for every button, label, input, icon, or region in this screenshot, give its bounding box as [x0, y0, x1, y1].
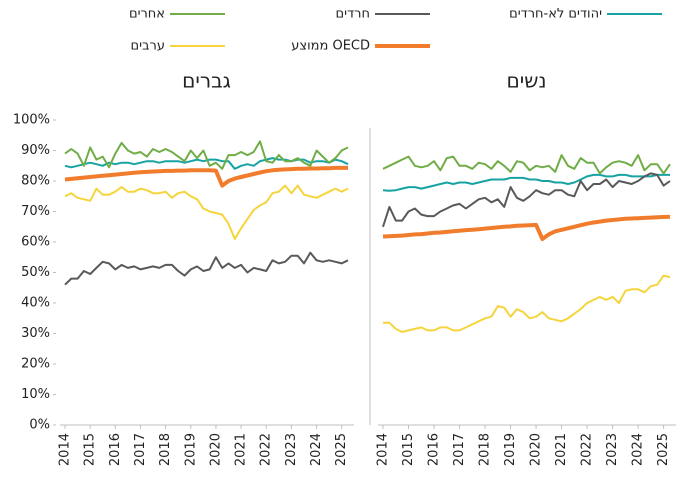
x-tick-label: 2025: [656, 433, 671, 466]
x-tick-label: 2016: [108, 433, 123, 466]
y-tick-label: 50%: [21, 265, 50, 280]
legend-label: אחרים: [129, 7, 165, 22]
x-tick-label: 2018: [478, 433, 493, 466]
x-tick-label: 2024: [631, 433, 646, 466]
x-tick-label: 2016: [427, 433, 442, 466]
series-line: [382, 154, 671, 175]
legend-label: חרדים: [336, 7, 370, 22]
y-tick-label: 80%: [21, 174, 50, 189]
x-tick-label: 2018: [158, 433, 173, 466]
x-tick-label: 2020: [529, 433, 544, 466]
x-tick-label: 2019: [503, 433, 518, 466]
x-tick-label: 2019: [183, 433, 198, 466]
x-tick-label: 2023: [284, 433, 299, 466]
legend-label: ממוצע OECD: [291, 39, 370, 54]
x-tick-label: 2021: [234, 433, 249, 466]
series-line: [64, 251, 349, 286]
series-line: [64, 165, 348, 188]
y-tick-label: 90%: [21, 143, 50, 158]
series-line: [64, 140, 349, 170]
y-tick-label: 60%: [21, 235, 50, 250]
x-tick-label: 2022: [259, 433, 274, 466]
series-line: [383, 274, 671, 333]
x-tick-label: 2020: [208, 433, 223, 466]
series-line: [382, 214, 671, 241]
x-tick-label: 2025: [334, 433, 349, 466]
x-tick-label: 2014: [58, 433, 73, 466]
x-tick-label: 2024: [309, 433, 324, 466]
x-tick-label: 2014: [376, 433, 391, 466]
x-tick-label: 2015: [83, 433, 98, 466]
y-tick-label: 30%: [21, 326, 50, 341]
y-tick-label: 10%: [21, 387, 50, 402]
y-tick-label: 40%: [21, 296, 50, 311]
x-tick-label: 2017: [452, 433, 467, 466]
series-line: [382, 172, 671, 228]
x-tick-label: 2023: [605, 433, 620, 466]
y-tick-label: 0%: [29, 418, 50, 433]
x-tick-label: 2017: [133, 433, 148, 466]
panel-title: גברים: [182, 69, 231, 93]
series-line: [64, 184, 349, 240]
panel-title: נשים: [507, 69, 547, 93]
x-tick-label: 2021: [554, 433, 569, 466]
legend-label: יהודים לא-חרדים: [509, 7, 602, 22]
legend-label: ערבים: [130, 39, 165, 54]
series-line: [382, 173, 670, 192]
y-tick-label: 100%: [13, 113, 50, 128]
x-tick-label: 2015: [401, 433, 416, 466]
y-tick-label: 70%: [21, 204, 50, 219]
x-tick-label: 2022: [580, 433, 595, 466]
y-tick-label: 20%: [21, 357, 50, 372]
